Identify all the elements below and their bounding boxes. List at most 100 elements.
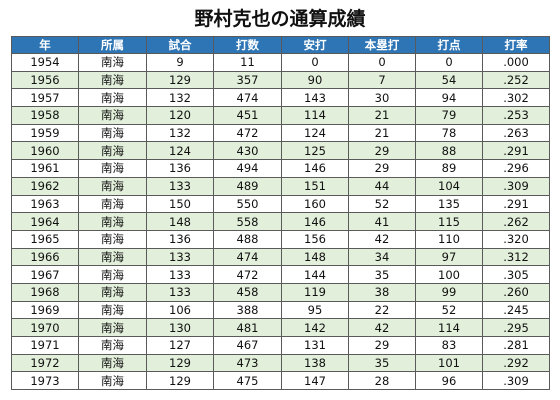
cell-at-bats: 550 (213, 194, 282, 214)
table-row: 1972 南海 129 473 138 35 101.292 (11, 353, 550, 373)
table-row: 1962 南海 133 489 151 44 104.309 (11, 176, 550, 196)
cell-team: 南海 (78, 229, 147, 249)
cell-at-bats: 458 (213, 282, 282, 302)
table-row: 1967 南海 133 472 144 35 100.305 (11, 265, 550, 284)
cell-year: 1959 (11, 123, 79, 143)
cell-at-bats: 488 (213, 229, 282, 249)
cell-at-bats: 388 (213, 300, 282, 320)
cell-hits: 148 (281, 247, 349, 267)
cell-rbi: 110 (415, 229, 483, 249)
cell-home-runs: 21 (348, 123, 416, 143)
cell-at-bats: 472 (213, 265, 282, 284)
cell-at-bats: 474 (213, 247, 282, 267)
cell-team: 南海 (78, 247, 147, 267)
cell-at-bats: 11 (213, 53, 282, 72)
cell-hits: 95 (281, 300, 349, 320)
cell-at-bats: 467 (213, 336, 282, 355)
cell-year: 1962 (11, 176, 79, 196)
table-row: 1957 南海 132 474 143 30 94.302 (11, 88, 550, 108)
cell-hits: 90 (281, 70, 349, 90)
cell-team: 南海 (78, 371, 147, 391)
cell-batting-average: .305 (482, 265, 550, 284)
cell-hits: 160 (281, 194, 349, 214)
cell-at-bats: 473 (213, 353, 282, 373)
cell-at-bats: 494 (213, 159, 282, 178)
cell-year: 1957 (11, 88, 79, 108)
career-stats-table: 年所属 試合 打数 安打 本塁打 打点 打率 1954 南海 9 11 0 0 0.000 1956 南海 1… (11, 36, 550, 391)
cell-rbi: 83 (415, 336, 483, 355)
cell-hits: 146 (281, 159, 349, 178)
cell-games: 129 (146, 70, 214, 90)
cell-rbi: 100 (415, 265, 483, 284)
cell-games: 127 (146, 336, 214, 355)
cell-batting-average: .309 (482, 371, 550, 391)
cell-year: 1973 (11, 371, 79, 391)
cell-hits: 0 (281, 53, 349, 72)
cell-games: 133 (146, 265, 214, 284)
cell-rbi: 0 (415, 53, 483, 72)
column-header-batting-average: 打率 (482, 36, 550, 54)
cell-team: 南海 (78, 282, 147, 302)
cell-home-runs: 21 (348, 106, 416, 125)
cell-year: 1960 (11, 141, 79, 161)
column-header-at-bats: 打数 (213, 36, 282, 54)
cell-hits: 138 (281, 353, 349, 373)
cell-year: 1958 (11, 106, 79, 125)
column-header-hits: 安打 (281, 36, 349, 54)
cell-games: 150 (146, 194, 214, 214)
cell-home-runs: 38 (348, 282, 416, 302)
table-header-row: 年所属 試合 打数 安打 本塁打 打点 打率 (11, 36, 550, 54)
cell-games: 136 (146, 159, 214, 178)
table-row: 1965 南海 136 488 156 42 110.320 (11, 229, 550, 249)
cell-batting-average: .291 (482, 141, 550, 161)
cell-games: 132 (146, 123, 214, 143)
cell-team: 南海 (78, 265, 147, 284)
cell-hits: 146 (281, 212, 349, 231)
cell-team: 南海 (78, 176, 147, 196)
cell-games: 130 (146, 318, 214, 337)
cell-batting-average: .295 (482, 318, 550, 337)
table-row: 1954 南海 9 11 0 0 0.000 (11, 53, 550, 72)
cell-games: 133 (146, 282, 214, 302)
cell-batting-average: .281 (482, 336, 550, 355)
column-header-games: 試合 (146, 36, 214, 54)
cell-at-bats: 472 (213, 123, 282, 143)
page-title: 野村克也の通算成績 (194, 8, 366, 30)
cell-hits: 143 (281, 88, 349, 108)
cell-team: 南海 (78, 88, 147, 108)
cell-home-runs: 0 (348, 53, 416, 72)
cell-hits: 147 (281, 371, 349, 391)
cell-games: 136 (146, 229, 214, 249)
cell-year: 1971 (11, 336, 79, 355)
cell-rbi: 97 (415, 247, 483, 267)
cell-rbi: 99 (415, 282, 483, 302)
cell-at-bats: 430 (213, 141, 282, 161)
cell-home-runs: 28 (348, 371, 416, 391)
table-row: 1968 南海 133 458 119 38 99.260 (11, 282, 550, 302)
cell-year: 1972 (11, 353, 79, 373)
table-row: 1961 南海 136 494 146 29 89.296 (11, 159, 550, 178)
cell-hits: 125 (281, 141, 349, 161)
column-header-home-runs: 本塁打 (348, 36, 416, 54)
cell-at-bats: 489 (213, 176, 282, 196)
cell-games: 133 (146, 247, 214, 267)
cell-year: 1956 (11, 70, 79, 90)
table-row: 1960 南海 124 430 125 29 88.291 (11, 141, 550, 161)
cell-hits: 124 (281, 123, 349, 143)
cell-rbi: 114 (415, 318, 483, 337)
cell-games: 9 (146, 53, 214, 72)
cell-at-bats: 357 (213, 70, 282, 90)
cell-games: 106 (146, 300, 214, 320)
cell-home-runs: 35 (348, 265, 416, 284)
table-row: 1966 南海 133 474 148 34 97.312 (11, 247, 550, 267)
cell-games: 133 (146, 176, 214, 196)
cell-home-runs: 29 (348, 336, 416, 355)
cell-hits: 151 (281, 176, 349, 196)
table-row: 1959 南海 132 472 124 21 78.263 (11, 123, 550, 143)
cell-home-runs: 29 (348, 159, 416, 178)
cell-games: 129 (146, 353, 214, 373)
cell-year: 1964 (11, 212, 79, 231)
cell-games: 148 (146, 212, 214, 231)
cell-home-runs: 42 (348, 229, 416, 249)
cell-batting-average: .312 (482, 247, 550, 267)
